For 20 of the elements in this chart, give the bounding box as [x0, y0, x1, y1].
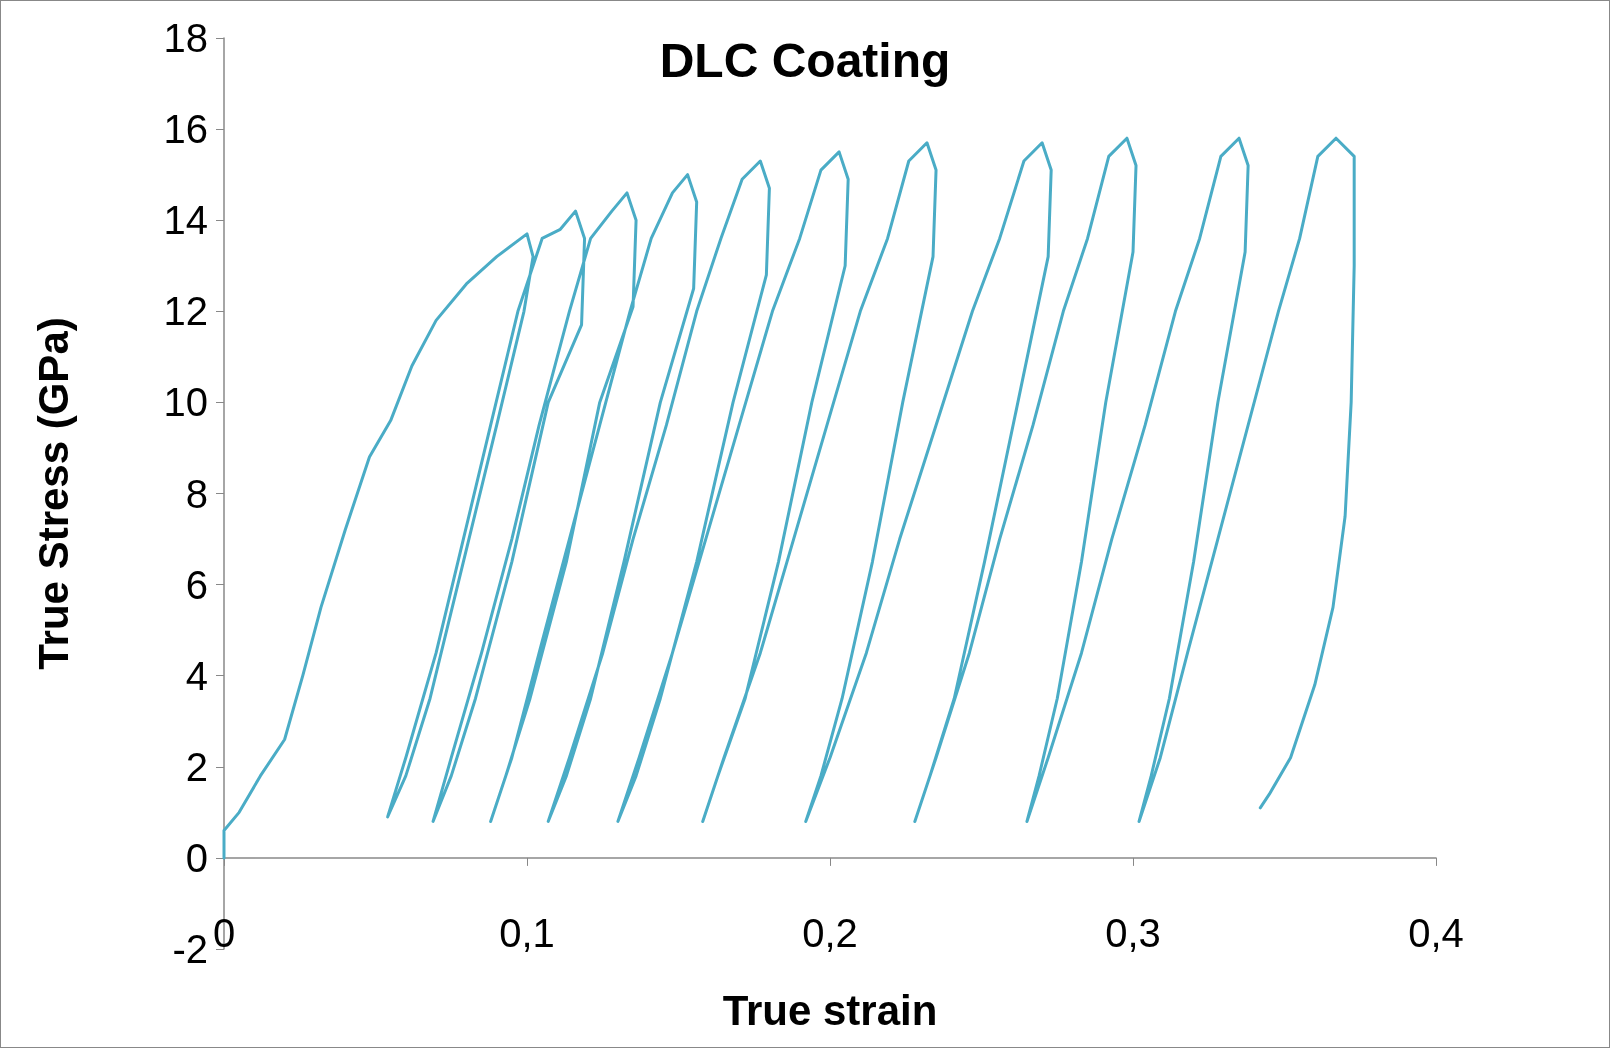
y-tick-label: 18: [163, 16, 208, 60]
line-series: [222, 136, 1356, 860]
x-tick-label: 0,2: [802, 911, 858, 955]
x-tick-label: 0,3: [1105, 911, 1161, 955]
y-tick-label: 0: [185, 835, 208, 880]
x-tick-label: 0,4: [1408, 911, 1464, 955]
y-tick-label: 2: [185, 744, 208, 789]
y-tick-label: 12: [163, 289, 208, 334]
y-axis-title: True Stress (GPa): [29, 317, 77, 670]
y-tick-label: 4: [185, 653, 208, 698]
x-tick-label: 0,1: [499, 911, 555, 955]
y-tick-label: 10: [163, 380, 208, 425]
y-tick-label: 16: [163, 107, 208, 152]
y-tick-label: 8: [185, 471, 208, 516]
x-axis-title: True strain: [722, 986, 938, 1034]
x-tick-label: 0: [212, 911, 236, 955]
chart-title: DLC Coating: [659, 33, 951, 87]
y-tick-label: 6: [185, 562, 208, 607]
y-tick-label: 14: [163, 198, 208, 243]
y-tick-label: -2: [172, 927, 208, 971]
